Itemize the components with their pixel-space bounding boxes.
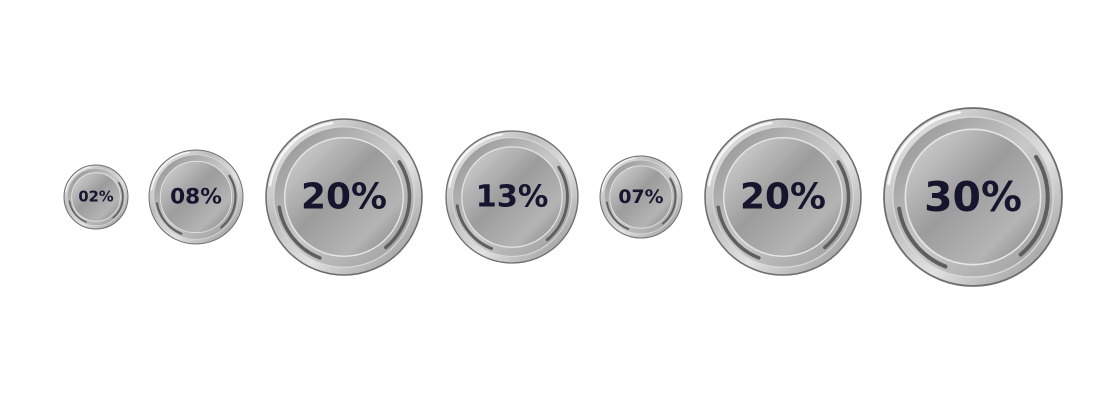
bubble-mark: 08% — [148, 149, 244, 245]
bubble-value-label: 02% — [78, 189, 113, 206]
bubble-value-label: 13% — [476, 180, 549, 215]
bubble-value-label: 30% — [924, 173, 1022, 221]
bubble-mark: 20% — [265, 118, 423, 276]
bubble-value-label: 20% — [740, 177, 826, 218]
bubble-value-label: 08% — [170, 185, 222, 210]
bubble-value-label: 20% — [301, 177, 387, 218]
bubble-mark: 13% — [445, 130, 579, 264]
bubble-mark: 30% — [883, 107, 1063, 287]
bubble-mark: 20% — [704, 118, 862, 276]
bubble-mark: 02% — [63, 164, 129, 230]
bubble-mark: 07% — [599, 155, 683, 239]
bubble-value-label: 07% — [618, 186, 663, 208]
